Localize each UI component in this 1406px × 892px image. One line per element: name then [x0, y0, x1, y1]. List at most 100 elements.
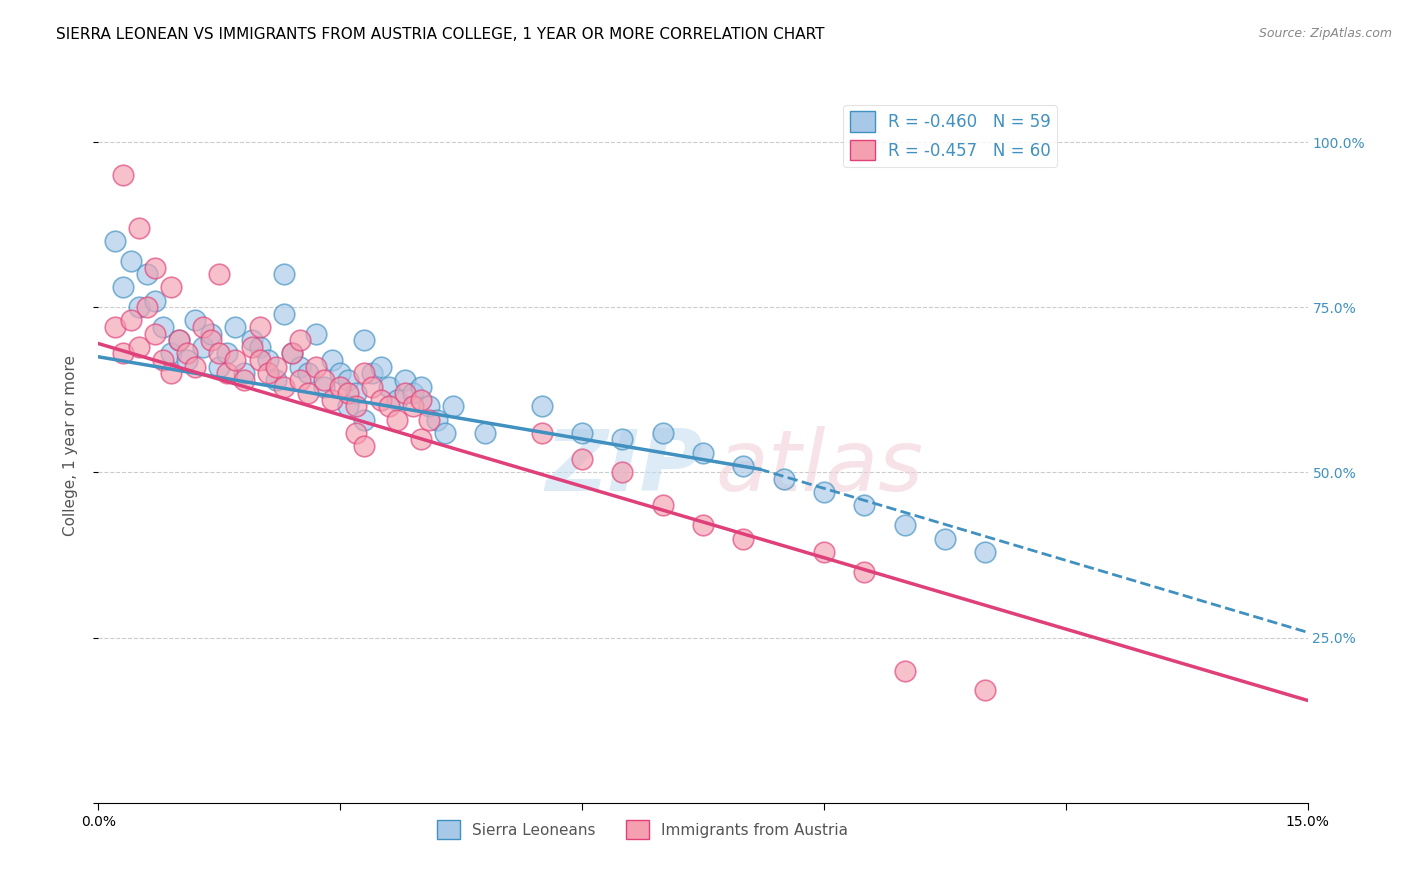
- Point: [184, 359, 207, 374]
- Point: [813, 545, 835, 559]
- Point: [152, 353, 174, 368]
- Point: [409, 392, 432, 407]
- Point: [329, 379, 352, 393]
- Point: [314, 379, 336, 393]
- Point: [409, 379, 432, 393]
- Point: [281, 346, 304, 360]
- Point: [385, 392, 408, 407]
- Point: [281, 346, 304, 360]
- Point: [353, 333, 375, 347]
- Point: [111, 280, 134, 294]
- Point: [974, 683, 997, 698]
- Point: [167, 333, 190, 347]
- Point: [297, 367, 319, 381]
- Text: ZIP: ZIP: [546, 425, 703, 509]
- Point: [288, 373, 311, 387]
- Point: [344, 400, 367, 414]
- Point: [217, 346, 239, 360]
- Point: [128, 300, 150, 314]
- Point: [143, 260, 166, 275]
- Point: [314, 373, 336, 387]
- Point: [377, 379, 399, 393]
- Point: [160, 367, 183, 381]
- Point: [224, 320, 246, 334]
- Point: [353, 412, 375, 426]
- Point: [120, 313, 142, 327]
- Point: [200, 326, 222, 341]
- Point: [344, 386, 367, 401]
- Point: [692, 445, 714, 459]
- Point: [264, 373, 287, 387]
- Point: [200, 333, 222, 347]
- Point: [772, 472, 794, 486]
- Point: [337, 373, 360, 387]
- Point: [273, 379, 295, 393]
- Point: [208, 346, 231, 360]
- Point: [853, 565, 876, 579]
- Point: [193, 320, 215, 334]
- Point: [733, 458, 755, 473]
- Point: [337, 386, 360, 401]
- Point: [103, 234, 125, 248]
- Point: [167, 333, 190, 347]
- Point: [651, 499, 673, 513]
- Point: [853, 499, 876, 513]
- Point: [208, 359, 231, 374]
- Point: [160, 280, 183, 294]
- Point: [193, 340, 215, 354]
- Point: [329, 367, 352, 381]
- Point: [103, 320, 125, 334]
- Point: [128, 221, 150, 235]
- Point: [394, 386, 416, 401]
- Point: [344, 425, 367, 440]
- Point: [249, 320, 271, 334]
- Point: [217, 367, 239, 381]
- Point: [402, 400, 425, 414]
- Point: [305, 359, 328, 374]
- Point: [530, 400, 553, 414]
- Point: [120, 254, 142, 268]
- Point: [974, 545, 997, 559]
- Point: [385, 412, 408, 426]
- Point: [441, 400, 464, 414]
- Point: [232, 367, 254, 381]
- Point: [321, 353, 343, 368]
- Point: [370, 392, 392, 407]
- Point: [434, 425, 457, 440]
- Point: [426, 412, 449, 426]
- Point: [249, 340, 271, 354]
- Legend: Sierra Leoneans, Immigrants from Austria: Sierra Leoneans, Immigrants from Austria: [430, 814, 855, 845]
- Point: [692, 518, 714, 533]
- Point: [418, 400, 440, 414]
- Point: [893, 518, 915, 533]
- Point: [571, 452, 593, 467]
- Point: [934, 532, 956, 546]
- Point: [394, 373, 416, 387]
- Point: [240, 340, 263, 354]
- Point: [813, 485, 835, 500]
- Point: [135, 300, 157, 314]
- Point: [143, 293, 166, 308]
- Point: [176, 353, 198, 368]
- Point: [305, 326, 328, 341]
- Point: [288, 333, 311, 347]
- Point: [651, 425, 673, 440]
- Point: [893, 664, 915, 678]
- Point: [370, 359, 392, 374]
- Point: [377, 400, 399, 414]
- Point: [571, 425, 593, 440]
- Point: [409, 433, 432, 447]
- Text: Source: ZipAtlas.com: Source: ZipAtlas.com: [1258, 27, 1392, 40]
- Point: [160, 346, 183, 360]
- Point: [152, 320, 174, 334]
- Point: [256, 353, 278, 368]
- Point: [273, 267, 295, 281]
- Point: [184, 313, 207, 327]
- Point: [208, 267, 231, 281]
- Point: [128, 340, 150, 354]
- Point: [337, 400, 360, 414]
- Point: [361, 367, 384, 381]
- Point: [361, 379, 384, 393]
- Point: [240, 333, 263, 347]
- Text: atlas: atlas: [716, 425, 924, 509]
